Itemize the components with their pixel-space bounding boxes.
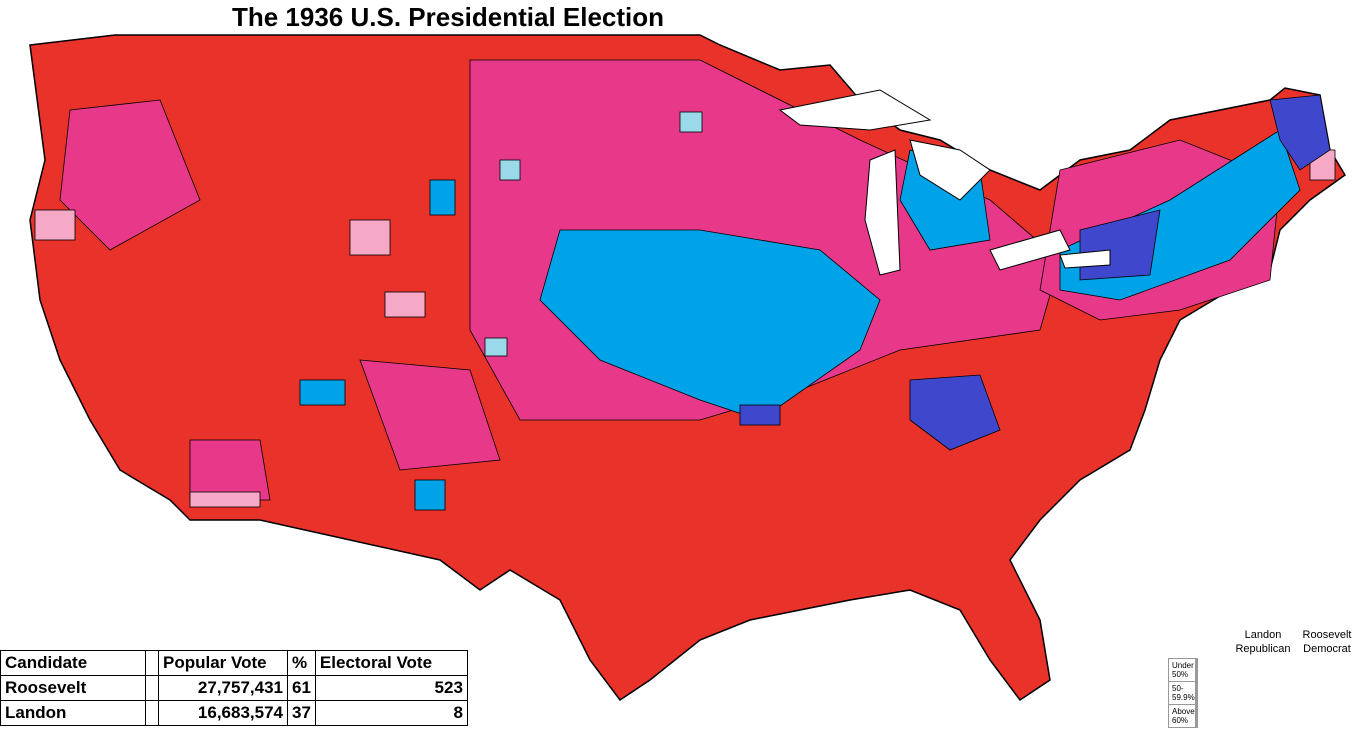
legend-label: 50-59.9% bbox=[1168, 681, 1196, 705]
swatch bbox=[1195, 681, 1198, 705]
map-title: The 1936 U.S. Presidential Election bbox=[231, 2, 665, 32]
header-cell: % bbox=[287, 650, 316, 676]
results-table: Candidate Popular Vote % Electoral Vote … bbox=[0, 650, 468, 726]
cell: Roosevelt bbox=[0, 675, 146, 701]
row: Roosevelt 27,757,431 61 523 bbox=[0, 675, 468, 701]
row: Landon 16,683,574 37 8 bbox=[0, 700, 468, 726]
header-cell: Candidate bbox=[0, 650, 146, 676]
light-pink-counties bbox=[34, 149, 1336, 508]
legend-header: Landon Republican bbox=[1235, 629, 1291, 655]
header-cell: Electoral Vote bbox=[314, 650, 468, 676]
legend-label: Above 60% bbox=[1168, 704, 1196, 728]
cell: 523 bbox=[314, 675, 468, 701]
swatch bbox=[1195, 704, 1198, 728]
cell: 27,757,431 bbox=[158, 675, 288, 701]
cell: 61 bbox=[287, 675, 316, 701]
legend-grid: Under 50% 50-59.9% Above 60% bbox=[1168, 658, 1198, 728]
spacer-cell bbox=[145, 700, 159, 726]
cell: Landon bbox=[0, 700, 146, 726]
legend-row: Above 60% bbox=[1168, 704, 1198, 728]
cell: 8 bbox=[314, 700, 468, 726]
great-lakes bbox=[778, 89, 1111, 276]
spacer-cell bbox=[145, 675, 159, 701]
swatch bbox=[1195, 658, 1198, 682]
cell: 16,683,574 bbox=[158, 700, 288, 726]
legend-header: Roosevelt Democrat bbox=[1302, 629, 1352, 655]
header-cell: Popular Vote bbox=[158, 650, 288, 676]
legend-label: Under 50% bbox=[1168, 658, 1196, 682]
light-blue-counties bbox=[484, 111, 703, 357]
legend-row: Under 50% bbox=[1168, 658, 1198, 682]
header-row: Candidate Popular Vote % Electoral Vote bbox=[0, 650, 468, 676]
cell: 37 bbox=[287, 700, 316, 726]
spacer-cell bbox=[145, 650, 159, 676]
legend-row: 50-59.9% bbox=[1168, 681, 1198, 705]
